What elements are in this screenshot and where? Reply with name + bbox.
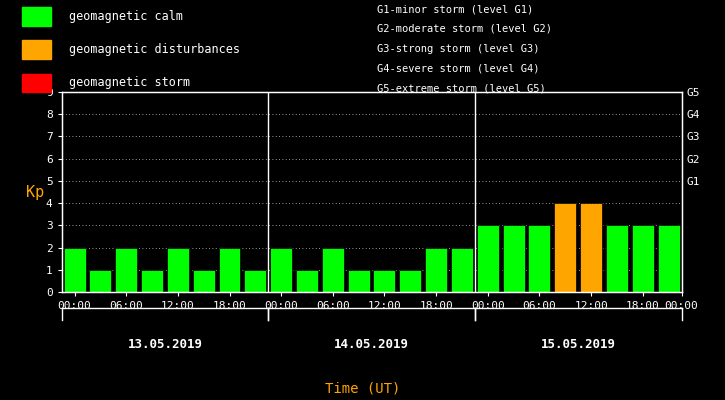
Bar <box>425 248 447 292</box>
Text: G2-moderate storm (level G2): G2-moderate storm (level G2) <box>377 24 552 34</box>
Bar <box>22 7 51 26</box>
Bar <box>270 248 292 292</box>
Bar <box>64 248 86 292</box>
Text: 13.05.2019: 13.05.2019 <box>128 338 202 351</box>
Bar <box>141 270 163 292</box>
Text: 14.05.2019: 14.05.2019 <box>334 338 409 351</box>
Text: Time (UT): Time (UT) <box>325 382 400 396</box>
Bar <box>477 225 499 292</box>
Text: G5-extreme storm (level G5): G5-extreme storm (level G5) <box>377 83 546 93</box>
Bar <box>22 40 51 59</box>
Bar <box>529 225 550 292</box>
Bar <box>115 248 137 292</box>
Bar <box>373 270 395 292</box>
Bar <box>631 225 654 292</box>
Bar <box>451 248 473 292</box>
Text: 15.05.2019: 15.05.2019 <box>541 338 616 351</box>
Bar <box>193 270 215 292</box>
Text: G3-strong storm (level G3): G3-strong storm (level G3) <box>377 44 539 54</box>
Text: geomagnetic disturbances: geomagnetic disturbances <box>69 43 240 56</box>
Text: geomagnetic calm: geomagnetic calm <box>69 10 183 23</box>
Text: G4-severe storm (level G4): G4-severe storm (level G4) <box>377 64 539 74</box>
Bar <box>658 225 679 292</box>
Bar <box>296 270 318 292</box>
Bar <box>502 225 525 292</box>
Bar <box>322 248 344 292</box>
Bar <box>22 74 51 92</box>
Bar <box>555 203 576 292</box>
Bar <box>399 270 421 292</box>
Bar <box>244 270 266 292</box>
Bar <box>89 270 112 292</box>
Bar <box>167 248 188 292</box>
Text: G1-minor storm (level G1): G1-minor storm (level G1) <box>377 4 534 14</box>
Bar <box>348 270 370 292</box>
Bar <box>580 203 602 292</box>
Bar <box>218 248 241 292</box>
Text: geomagnetic storm: geomagnetic storm <box>69 76 190 89</box>
Y-axis label: Kp: Kp <box>25 184 44 200</box>
Bar <box>606 225 628 292</box>
